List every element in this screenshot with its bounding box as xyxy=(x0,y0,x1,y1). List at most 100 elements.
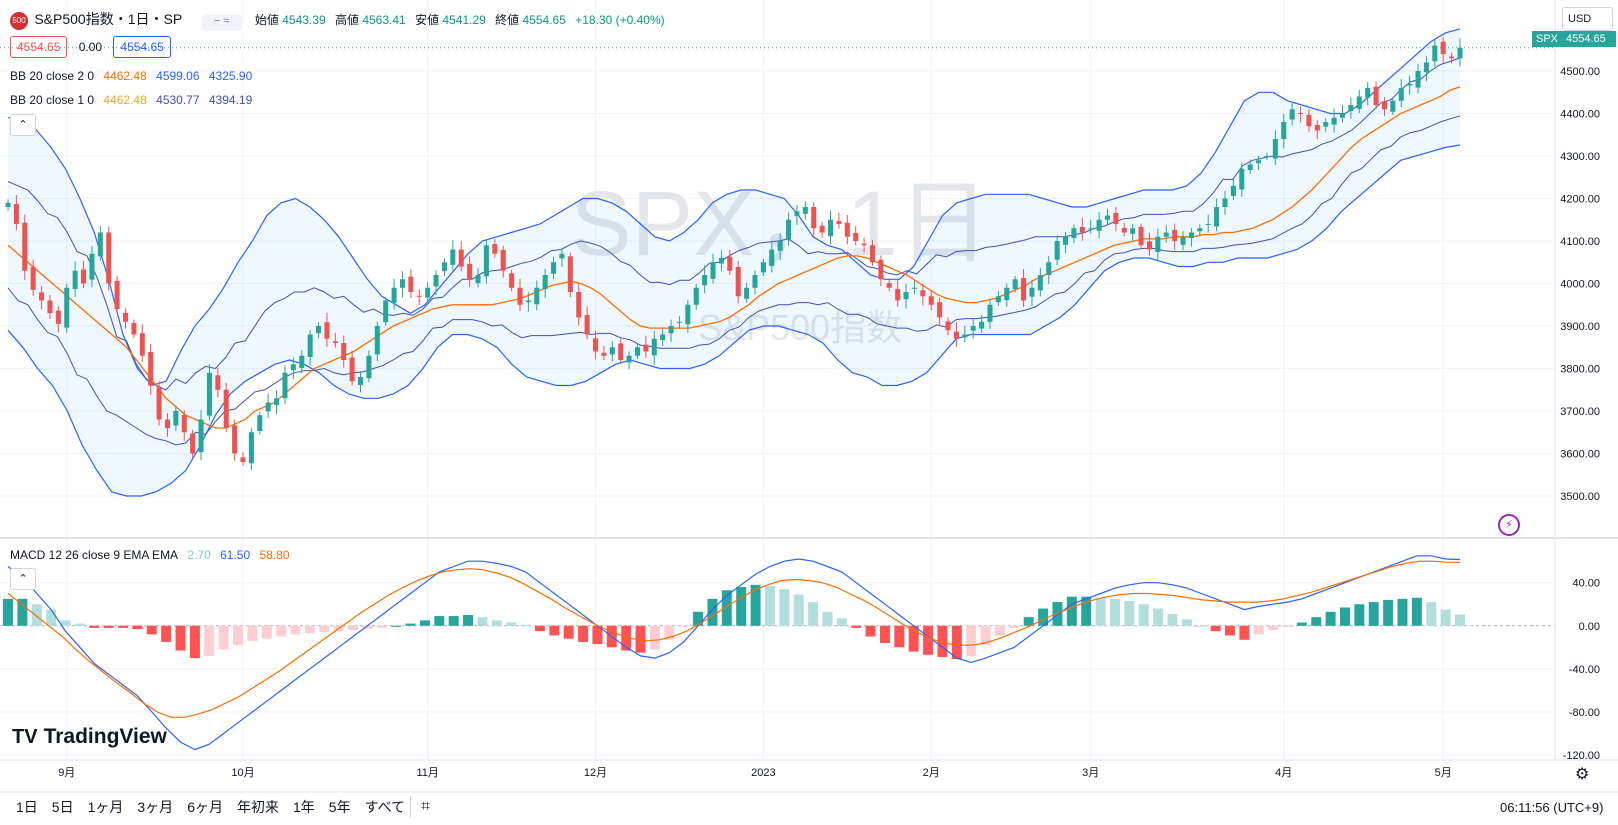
macd-histogram-bar xyxy=(520,624,531,626)
candle-body xyxy=(559,253,565,259)
candle-body xyxy=(1172,229,1178,241)
gear-icon[interactable]: ⚙ xyxy=(1575,766,1590,783)
macd-histogram-bar xyxy=(779,589,790,626)
candle-body xyxy=(181,414,187,433)
macd-histogram-bar xyxy=(319,625,330,633)
macd-histogram-bar xyxy=(1440,609,1451,626)
watermark-name: S&P500指数 xyxy=(698,307,902,348)
candle-body xyxy=(349,357,355,382)
candle-body xyxy=(1205,224,1211,225)
macd-legend[interactable]: MACD 12 26 close 9 EMA EMA 2.70 61.50 58… xyxy=(10,548,296,562)
price-tick-label: 4400.00 xyxy=(1560,109,1600,121)
macd-histogram-bar xyxy=(1383,599,1394,626)
macd-histogram-bar xyxy=(879,625,890,643)
candle-body xyxy=(399,279,405,288)
spread-value: 0.00 xyxy=(78,40,103,54)
timeframe-button-4[interactable]: 6ヶ月 xyxy=(187,799,223,815)
currency-select[interactable]: USD xyxy=(1562,7,1613,31)
compare-range-icon[interactable]: ⌗ xyxy=(410,796,430,818)
tradingview-mark-icon: TV xyxy=(12,726,38,748)
candle-body xyxy=(1138,226,1144,246)
candle-body xyxy=(626,355,632,363)
candle-body xyxy=(962,334,968,338)
macd-histogram-bar xyxy=(1411,597,1422,626)
candle-body xyxy=(1314,124,1320,131)
candle-body xyxy=(1423,62,1429,73)
symbol-legend[interactable]: 500 S&P500指数・1日・SP − ≈ 始値 4543.39 高値 456… xyxy=(10,9,671,31)
candle-body xyxy=(1356,96,1362,109)
bb1-legend[interactable]: BB 20 close 1 0 4462.48 4530.77 4394.19 xyxy=(10,93,258,107)
macd-histogram-bar xyxy=(1210,625,1221,632)
collapse-price-legend-icon[interactable]: ⌃ xyxy=(10,114,36,136)
candle-body xyxy=(458,249,464,267)
bb2-legend[interactable]: BB 20 close 2 0 4462.48 4599.06 4325.90 xyxy=(10,69,258,83)
candle-body xyxy=(534,287,540,305)
candle-body xyxy=(685,304,691,325)
macd-histogram-bar xyxy=(1268,625,1279,631)
price-tick-label: 4100.00 xyxy=(1560,236,1600,248)
candle-body xyxy=(425,287,431,298)
timeframe-button-5[interactable]: 年初来 xyxy=(236,799,279,815)
change-value: +18.30 (+0.40%) xyxy=(575,13,665,27)
macd-histogram-bar xyxy=(391,625,402,627)
candle-body xyxy=(911,287,917,289)
macd-histogram-bar xyxy=(247,625,258,641)
signal-line xyxy=(7,560,1461,718)
timeframe-button-6[interactable]: 1年 xyxy=(292,799,315,815)
time-tick-label: 9月 xyxy=(58,767,75,779)
candle-body xyxy=(450,249,456,265)
candle-body xyxy=(811,207,817,229)
macd-histogram-bar xyxy=(994,625,1005,636)
candle-body xyxy=(702,275,708,286)
macd-histogram-bar xyxy=(1340,607,1350,626)
candle-body xyxy=(953,331,959,339)
candle-body xyxy=(878,259,884,280)
candle-body xyxy=(895,289,901,301)
bb-band-fill xyxy=(8,28,1460,497)
timeframe-button-0[interactable]: 1日 xyxy=(16,799,38,815)
toggle-icon[interactable]: − ≈ xyxy=(201,15,242,31)
macd-histogram-bar xyxy=(1397,598,1408,626)
tradingview-logo[interactable]: TV TradingView xyxy=(12,725,167,749)
macd-histogram-bar xyxy=(1023,617,1034,626)
candle-body xyxy=(794,211,800,216)
timeframe-button-3[interactable]: 3ヶ月 xyxy=(137,799,174,815)
macd-histogram-bar xyxy=(693,611,704,626)
candle-body xyxy=(282,372,288,399)
candle-body xyxy=(1407,83,1413,86)
candle-body xyxy=(433,275,439,287)
price-tick-label: 3800.00 xyxy=(1560,364,1600,376)
bid-box[interactable]: 4554.65 xyxy=(10,36,68,58)
candle-body xyxy=(206,372,212,416)
candle-body xyxy=(1130,228,1136,234)
timeframe-button-2[interactable]: 1ヶ月 xyxy=(87,799,124,815)
macd-histogram-bar xyxy=(578,625,589,642)
macd-histogram-bar xyxy=(189,625,200,659)
candle-body xyxy=(223,389,229,428)
lightning-icon[interactable]: ⚡ xyxy=(1498,514,1520,536)
macd-histogram-bar xyxy=(851,625,862,628)
candle-body xyxy=(1155,236,1161,253)
candle-body xyxy=(920,290,926,297)
macd-histogram-bar xyxy=(103,625,114,628)
candle-body xyxy=(341,343,347,360)
candle-body xyxy=(1239,168,1245,190)
candle-body xyxy=(735,266,741,297)
timeframe-button-8[interactable]: すべて xyxy=(364,799,406,815)
bb2-upper: 4599.06 xyxy=(156,69,200,83)
macd-histogram-bar xyxy=(1196,625,1207,627)
candle-body xyxy=(22,222,28,271)
candle-body xyxy=(1264,156,1270,157)
bb1-basis: 4462.48 xyxy=(103,93,147,107)
candle-body xyxy=(1037,275,1043,291)
ask-box[interactable]: 4554.65 xyxy=(113,36,171,58)
timeframe-button-1[interactable]: 5日 xyxy=(51,799,74,815)
clock-readout[interactable]: 06:11:56 (UTC+9) xyxy=(1500,800,1604,815)
candle-body xyxy=(786,219,792,240)
candle-body xyxy=(1306,114,1312,127)
price-tick-label: 4500.00 xyxy=(1560,66,1600,78)
timeframe-button-7[interactable]: 5年 xyxy=(328,799,351,815)
symbol-title[interactable]: S&P500指数・1日・SP xyxy=(34,11,183,27)
collapse-macd-legend-icon[interactable]: ⌃ xyxy=(10,568,36,590)
